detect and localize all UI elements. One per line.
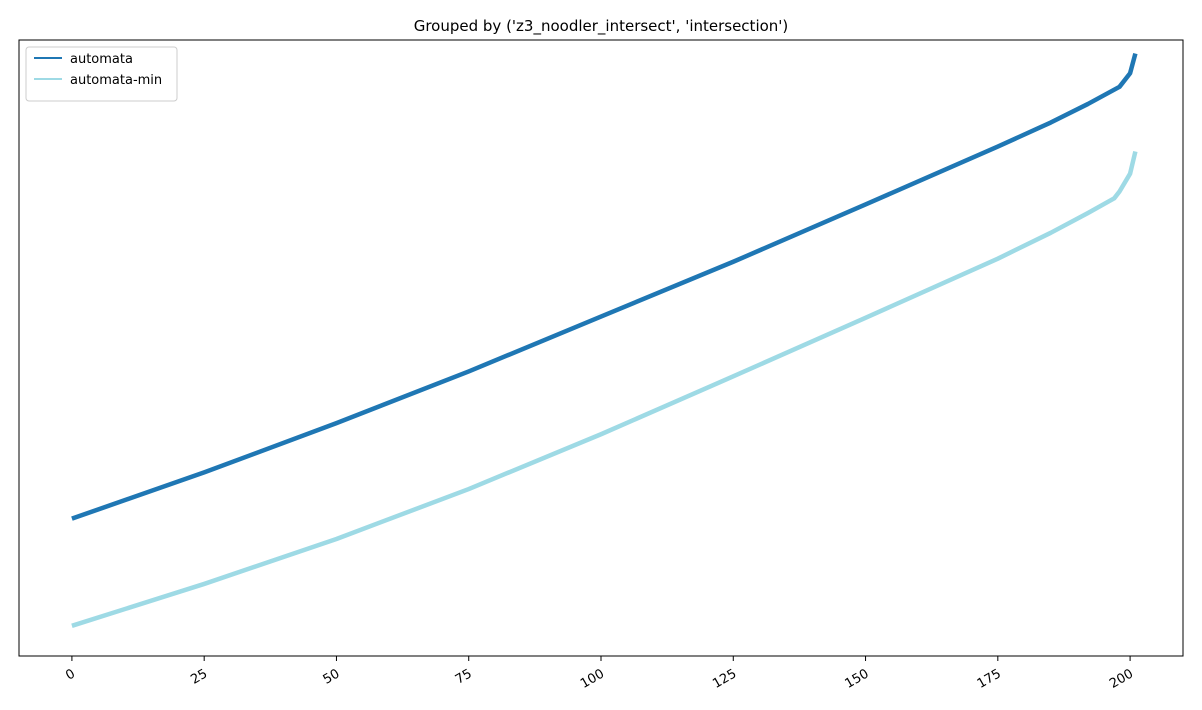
series-line-1 <box>71 150 1138 628</box>
plot-frame <box>18 39 1184 657</box>
x-tick-label: 125 <box>710 666 739 691</box>
legend: automata automata-min <box>25 46 178 102</box>
x-tick-label: 175 <box>975 666 1004 691</box>
x-tick-label: 200 <box>1107 666 1136 691</box>
x-axis: 0 25 50 75 100 125 150 175 200 <box>63 656 1136 692</box>
x-tick-label: 0 <box>63 666 78 683</box>
x-tick-label: 25 <box>188 666 210 687</box>
x-tick-label: 50 <box>321 666 343 687</box>
x-tick-label: 150 <box>843 666 872 691</box>
plot-area <box>18 39 1184 657</box>
legend-label-0: automata <box>70 52 133 67</box>
chart-title: Grouped by ('z3_noodler_intersect', 'int… <box>414 17 789 36</box>
x-tick-label: 100 <box>578 666 607 691</box>
series-line-0 <box>71 52 1138 521</box>
legend-box <box>25 46 178 102</box>
legend-label-1: automata-min <box>70 73 162 88</box>
x-tick-label: 75 <box>453 666 475 687</box>
